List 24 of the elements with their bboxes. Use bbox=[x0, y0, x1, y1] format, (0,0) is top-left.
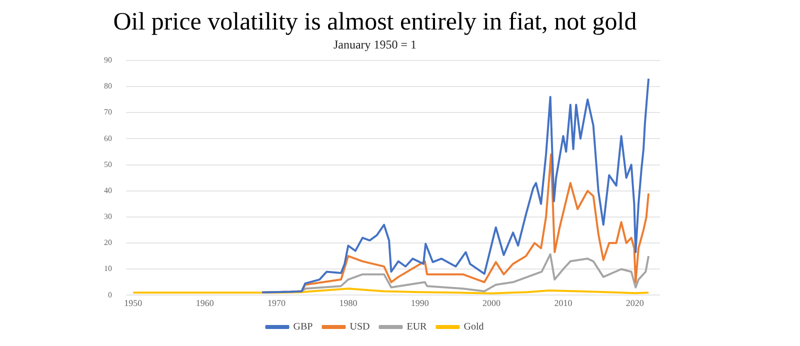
legend-label: Gold bbox=[464, 322, 484, 333]
x-tick-label: 1970 bbox=[268, 298, 286, 308]
y-tick-label: 10 bbox=[104, 264, 112, 274]
y-tick-label: 40 bbox=[104, 186, 112, 195]
x-tick-label: 2000 bbox=[482, 298, 502, 308]
y-tick-label: 0 bbox=[108, 290, 112, 300]
legend-label: USD bbox=[350, 322, 370, 333]
x-tick-label: 1960 bbox=[196, 298, 214, 308]
legend-label: GBP bbox=[293, 322, 314, 333]
legend-label: EUR bbox=[406, 322, 428, 333]
y-tick-label: 50 bbox=[104, 160, 112, 169]
y-tick-label: 20 bbox=[104, 238, 112, 248]
y-tick-label: 30 bbox=[104, 212, 112, 222]
y-tick-label: 80 bbox=[104, 82, 112, 91]
chart-title: Oil price volatility is almost entirely in fiat, not gold bbox=[113, 8, 638, 36]
y-tick-label: 60 bbox=[104, 134, 112, 143]
chart-subtitle: January 1950 = 1 bbox=[333, 37, 417, 52]
y-tick-label: 90 bbox=[104, 55, 112, 64]
x-tick-label: 1990 bbox=[410, 298, 430, 308]
x-tick-label: 2020 bbox=[626, 298, 644, 308]
x-tick-label: 1980 bbox=[339, 298, 358, 308]
x-tick-label: 1950 bbox=[124, 298, 143, 308]
x-tick-label: 2010 bbox=[554, 298, 573, 308]
y-tick-label: 70 bbox=[104, 108, 112, 117]
